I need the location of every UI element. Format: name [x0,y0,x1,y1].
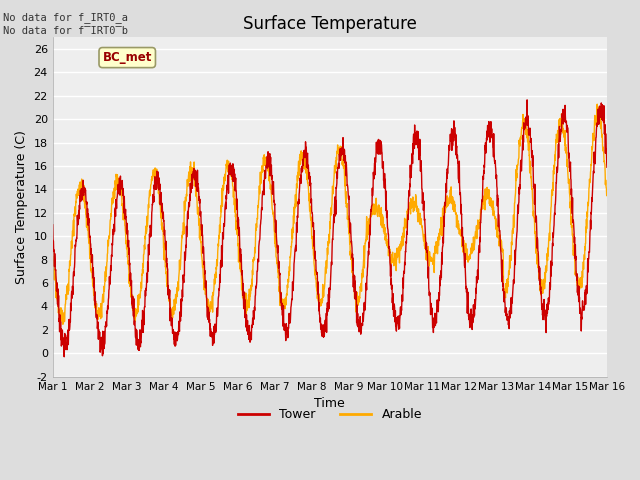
Text: No data for f_IRT0_a: No data for f_IRT0_a [3,12,128,23]
Y-axis label: Surface Temperature (C): Surface Temperature (C) [15,130,28,284]
X-axis label: Time: Time [314,397,345,410]
Text: BC_met: BC_met [102,51,152,64]
Text: No data for f̅IRT0̅b: No data for f̅IRT0̅b [3,26,128,36]
Title: Surface Temperature: Surface Temperature [243,15,417,33]
Legend: Tower, Arable: Tower, Arable [232,403,427,426]
